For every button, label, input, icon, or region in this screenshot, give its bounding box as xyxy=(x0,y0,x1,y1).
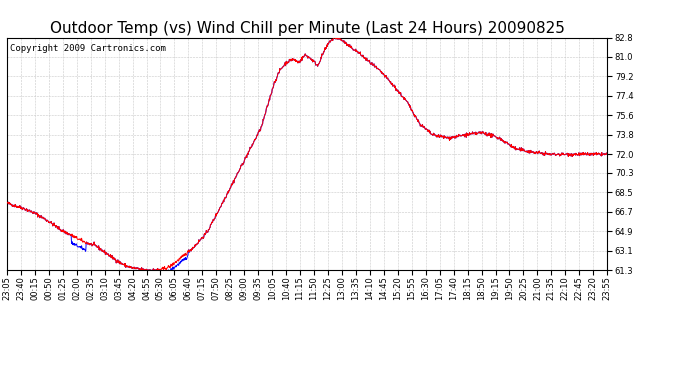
Title: Outdoor Temp (vs) Wind Chill per Minute (Last 24 Hours) 20090825: Outdoor Temp (vs) Wind Chill per Minute … xyxy=(50,21,564,36)
Text: Copyright 2009 Cartronics.com: Copyright 2009 Cartronics.com xyxy=(10,45,166,54)
